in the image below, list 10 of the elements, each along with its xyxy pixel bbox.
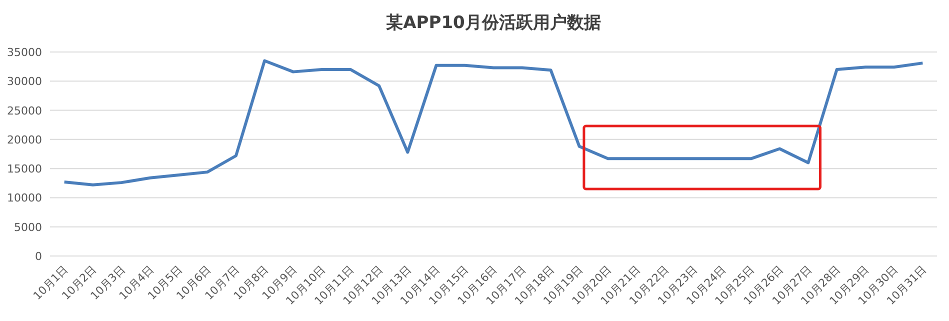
y-tick-label: 30000	[7, 75, 42, 88]
y-tick-label: 10000	[7, 192, 42, 205]
line-series	[62, 59, 924, 186]
y-tick-label: 0	[35, 250, 42, 263]
chart-title: 某APP10月份活跃用户数据	[385, 13, 601, 33]
y-tick-label: 15000	[7, 162, 42, 176]
y-tick-label: 5000	[14, 220, 42, 234]
y-tick-label: 25000	[7, 104, 42, 118]
y-tick-label: 20000	[7, 133, 42, 146]
y-tick-label: 35000	[7, 46, 42, 59]
